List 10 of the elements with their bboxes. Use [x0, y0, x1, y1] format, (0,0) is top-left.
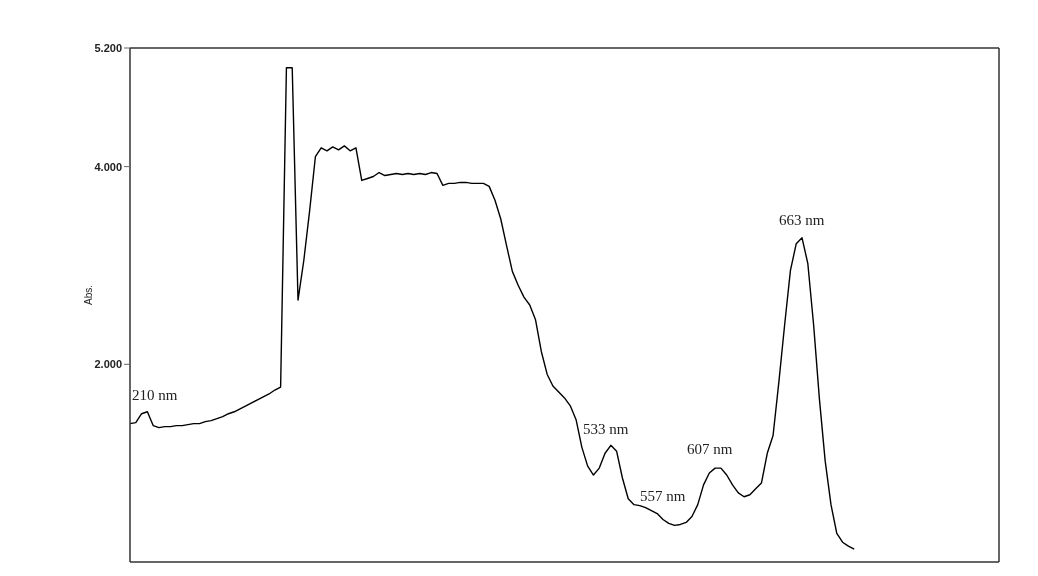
annotation: 557 nm: [640, 487, 686, 505]
annotation: 210 nm: [132, 386, 178, 404]
line-series: [129, 67, 855, 550]
y-axis-title: Abs.: [82, 284, 94, 305]
y-tick-label: 2.000: [94, 358, 122, 371]
annotation: 607 nm: [687, 440, 733, 458]
y-tick-label: 5.200: [94, 41, 122, 54]
y-tick-label: 4.000: [94, 160, 122, 173]
annotation: 663 nm: [779, 211, 825, 229]
annotation: 533 nm: [583, 420, 629, 438]
